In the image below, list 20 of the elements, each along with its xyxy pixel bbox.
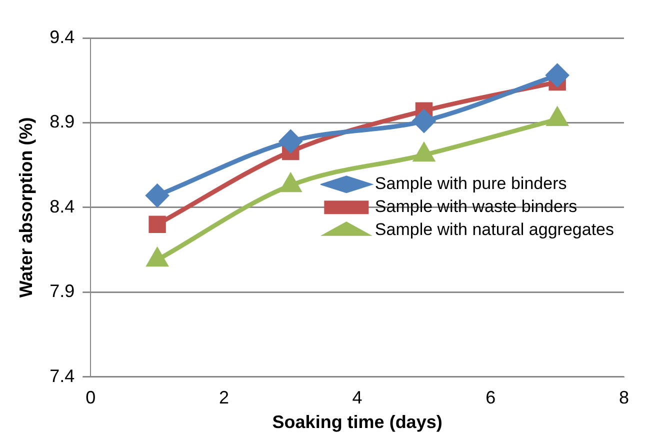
x-axis-title: Soaking time (days) xyxy=(272,412,442,432)
legend-label: Sample with pure binders xyxy=(374,174,567,194)
point xyxy=(279,130,302,153)
y-tick-label: 8.9 xyxy=(50,112,75,132)
y-axis-title: Water absorption (%) xyxy=(16,117,36,298)
x-tick-label: 2 xyxy=(218,388,229,408)
point xyxy=(546,64,569,87)
y-tick-label: 7.9 xyxy=(50,281,75,302)
x-tick-label: 0 xyxy=(86,388,96,408)
legend-label: Sample with waste binders xyxy=(374,197,578,216)
point xyxy=(146,184,169,207)
point xyxy=(148,216,166,233)
y-tick-label: 9.4 xyxy=(50,26,75,47)
point xyxy=(412,110,436,132)
x-tick-label: 4 xyxy=(352,388,362,408)
legend-label: Sample with natural aggregates xyxy=(374,220,614,240)
x-tick-label: 8 xyxy=(618,388,630,408)
x-tick-label: 6 xyxy=(486,388,496,408)
y-tick-label: 7.4 xyxy=(50,366,75,386)
y-tick-label: 8.4 xyxy=(50,196,75,216)
